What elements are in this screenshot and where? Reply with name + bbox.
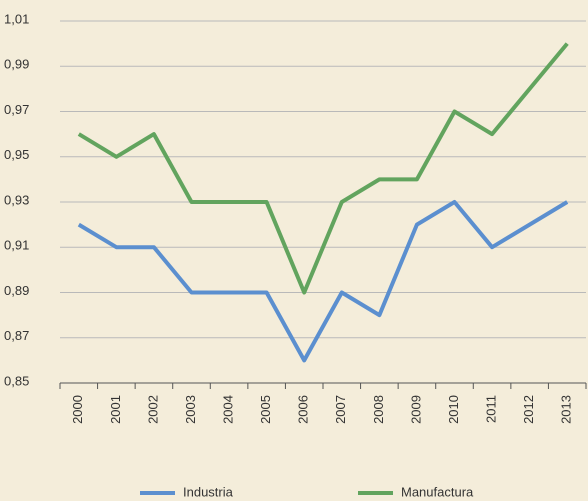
y-tick-label: 1,01 [4, 11, 29, 26]
legend-label: Industria [183, 484, 234, 499]
y-tick-label: 0,87 [4, 328, 29, 343]
x-tick-label: 2006 [296, 395, 311, 424]
line-series [77, 42, 569, 295]
x-tick-label: 2009 [408, 395, 423, 424]
y-tick-label: 0,97 [4, 102, 29, 117]
x-tick-label: 2002 [145, 395, 160, 424]
y-tick-label: 0,95 [4, 147, 29, 162]
x-tick-label: 2007 [333, 395, 348, 424]
x-tick-label: 2012 [521, 395, 536, 424]
x-tick-label: 2011 [484, 395, 499, 423]
y-tick-label: 0,93 [4, 192, 29, 207]
line-series [77, 200, 569, 363]
x-tick-label: 2001 [108, 395, 123, 424]
y-tick-label: 0,89 [4, 283, 29, 298]
y-tick-label: 0,99 [4, 57, 29, 72]
x-tick-label: 2010 [446, 395, 461, 424]
x-tick-label: 2004 [221, 395, 236, 424]
x-tick-label: 2000 [70, 395, 85, 424]
x-tick-label: 2005 [258, 395, 273, 424]
x-tick-label: 2008 [371, 395, 386, 424]
x-tick-label: 2013 [559, 395, 574, 424]
y-tick-label: 0,91 [4, 238, 29, 253]
y-tick-label: 0,85 [4, 373, 29, 388]
legend-label: Manufactura [401, 484, 474, 499]
x-tick-label: 2003 [183, 395, 198, 424]
